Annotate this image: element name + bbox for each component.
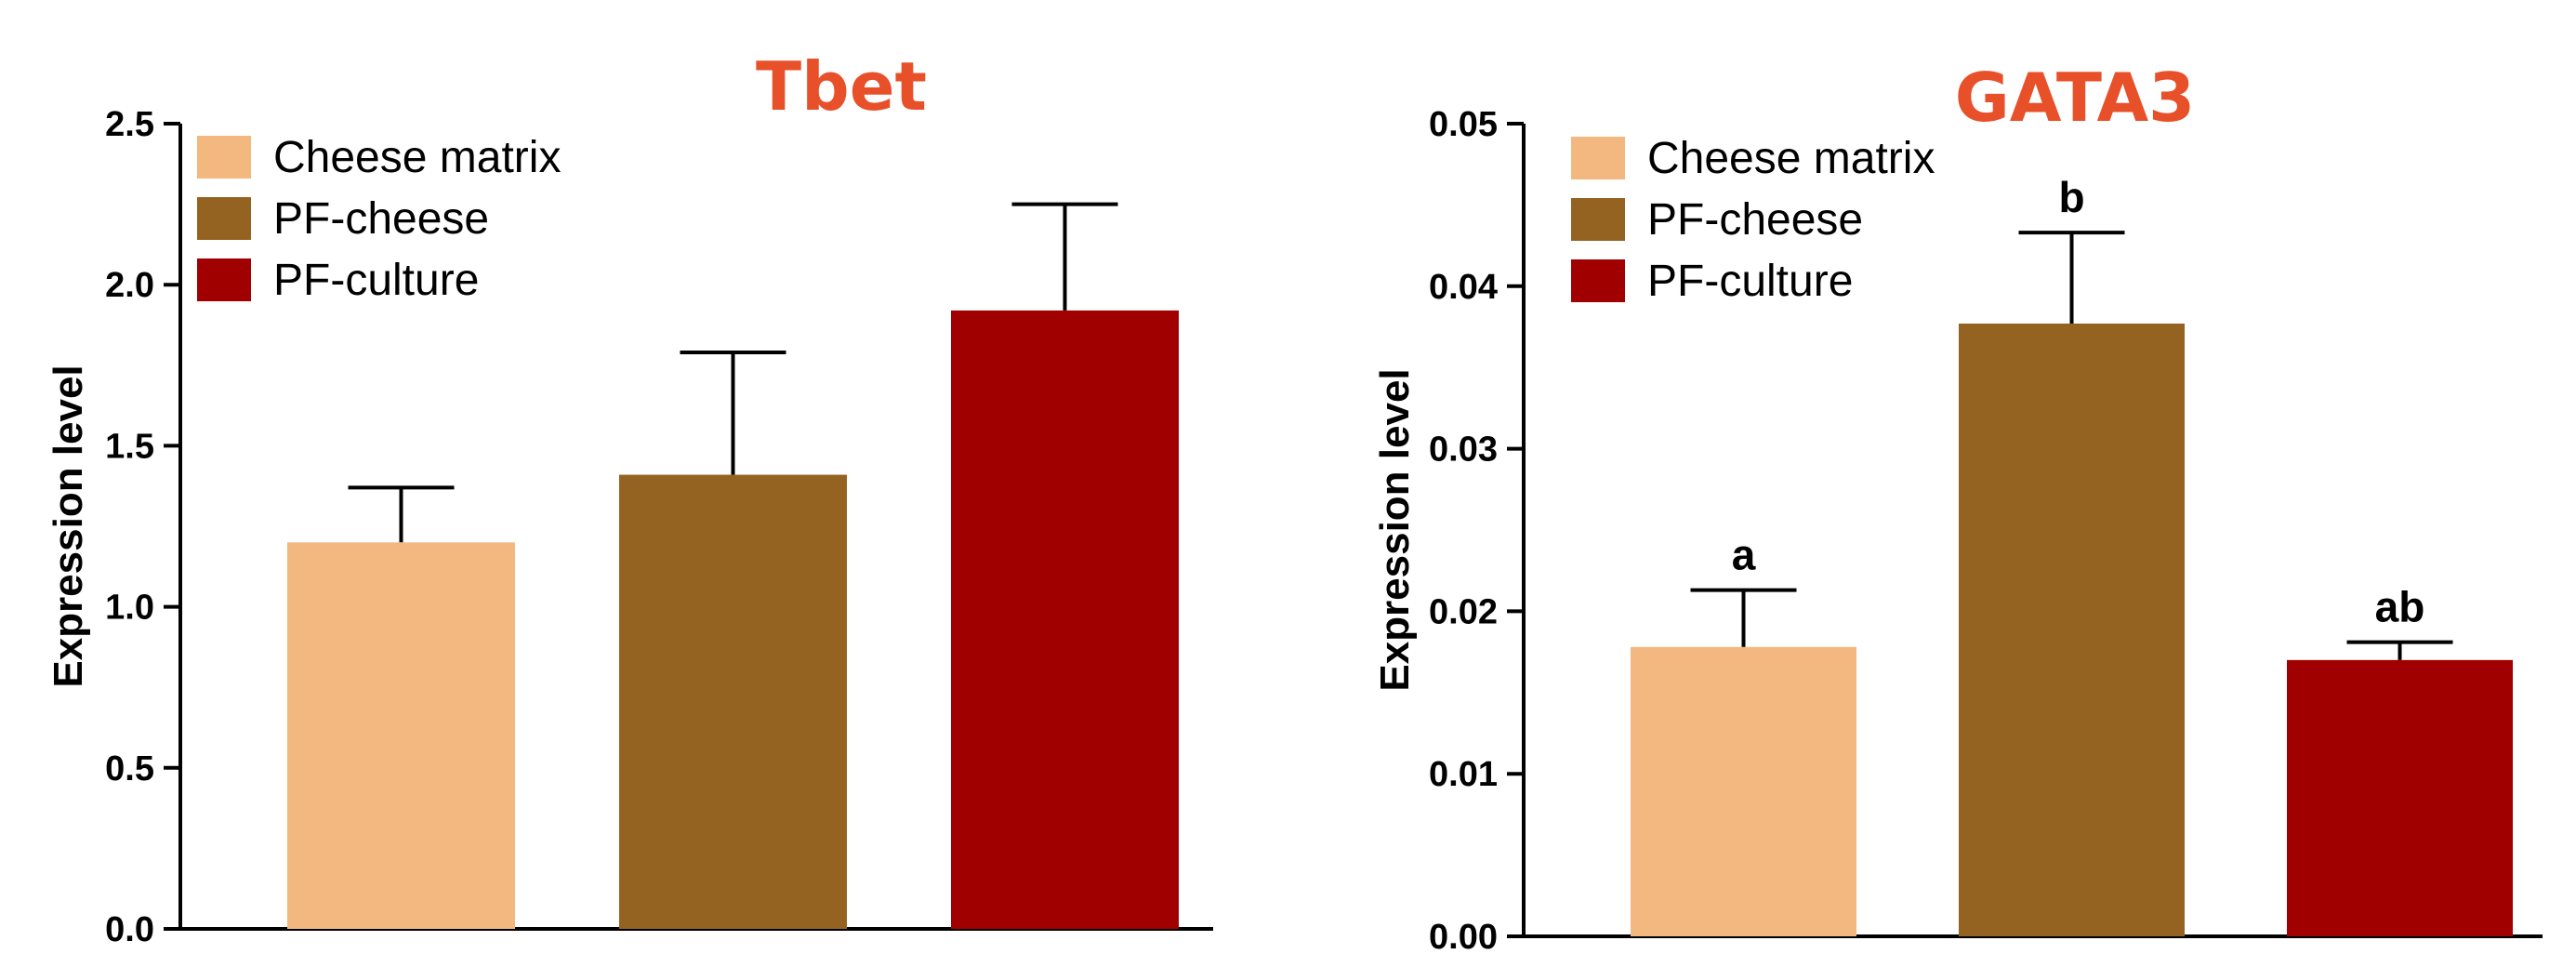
- legend-swatch: [197, 258, 251, 301]
- y-tick-label: 0.00: [1429, 918, 1498, 954]
- bar-cheese-matrix: [1631, 646, 1856, 936]
- y-tick-label: 0.03: [1429, 431, 1498, 470]
- legend-swatch: [1571, 259, 1625, 302]
- legend-label: PF-culture: [273, 256, 479, 305]
- legend-swatch: [197, 197, 251, 240]
- bar-pf-cheese: [1959, 324, 2185, 936]
- legend-label: Cheese matrix: [1647, 134, 1935, 183]
- y-axis-label: Expression level: [1372, 368, 1418, 691]
- y-tick-label: 1.5: [105, 427, 154, 466]
- y-tick-label: 0.5: [105, 749, 154, 788]
- significance-label: ab: [2375, 583, 2425, 631]
- y-tick-label: 2.5: [105, 105, 154, 144]
- legend-label: Cheese matrix: [273, 133, 561, 182]
- y-tick-label: 1.0: [105, 589, 154, 628]
- y-tick-label: 2.0: [105, 266, 154, 305]
- tbet-panel: Tbet Expression level 0.0 0.5 1.0 1.5 2.0 2.5 Ch…: [46, 47, 1213, 949]
- legend-swatch: [1571, 137, 1625, 179]
- legend-swatch: [1571, 198, 1625, 241]
- legend-label: PF-cheese: [1647, 195, 1863, 245]
- chart-title: Tbet: [756, 47, 927, 126]
- legend-swatch: [197, 136, 251, 179]
- bar-cheese-matrix: [287, 542, 515, 929]
- y-axis-label: Expression level: [46, 364, 91, 687]
- y-tick-label: 0.02: [1429, 592, 1498, 631]
- gata3-panel: GATA3 Expression level 0.00 0.01 0.02 0.03 0.0…: [1372, 59, 2543, 954]
- y-tick-label: 0.0: [105, 910, 154, 949]
- legend-label: PF-culture: [1647, 257, 1853, 306]
- y-tick-label: 0.04: [1429, 268, 1498, 307]
- significance-label: b: [2058, 173, 2084, 221]
- bar-pf-culture: [951, 310, 1179, 929]
- legend-label: PF-cheese: [273, 194, 489, 244]
- chart-title: GATA3: [1955, 59, 2196, 137]
- significance-label: a: [1732, 531, 1756, 579]
- y-tick-label: 0.01: [1429, 755, 1498, 794]
- y-tick-label: 0.05: [1429, 105, 1498, 144]
- bar-pf-cheese: [619, 474, 847, 929]
- bar-pf-culture: [2287, 659, 2513, 936]
